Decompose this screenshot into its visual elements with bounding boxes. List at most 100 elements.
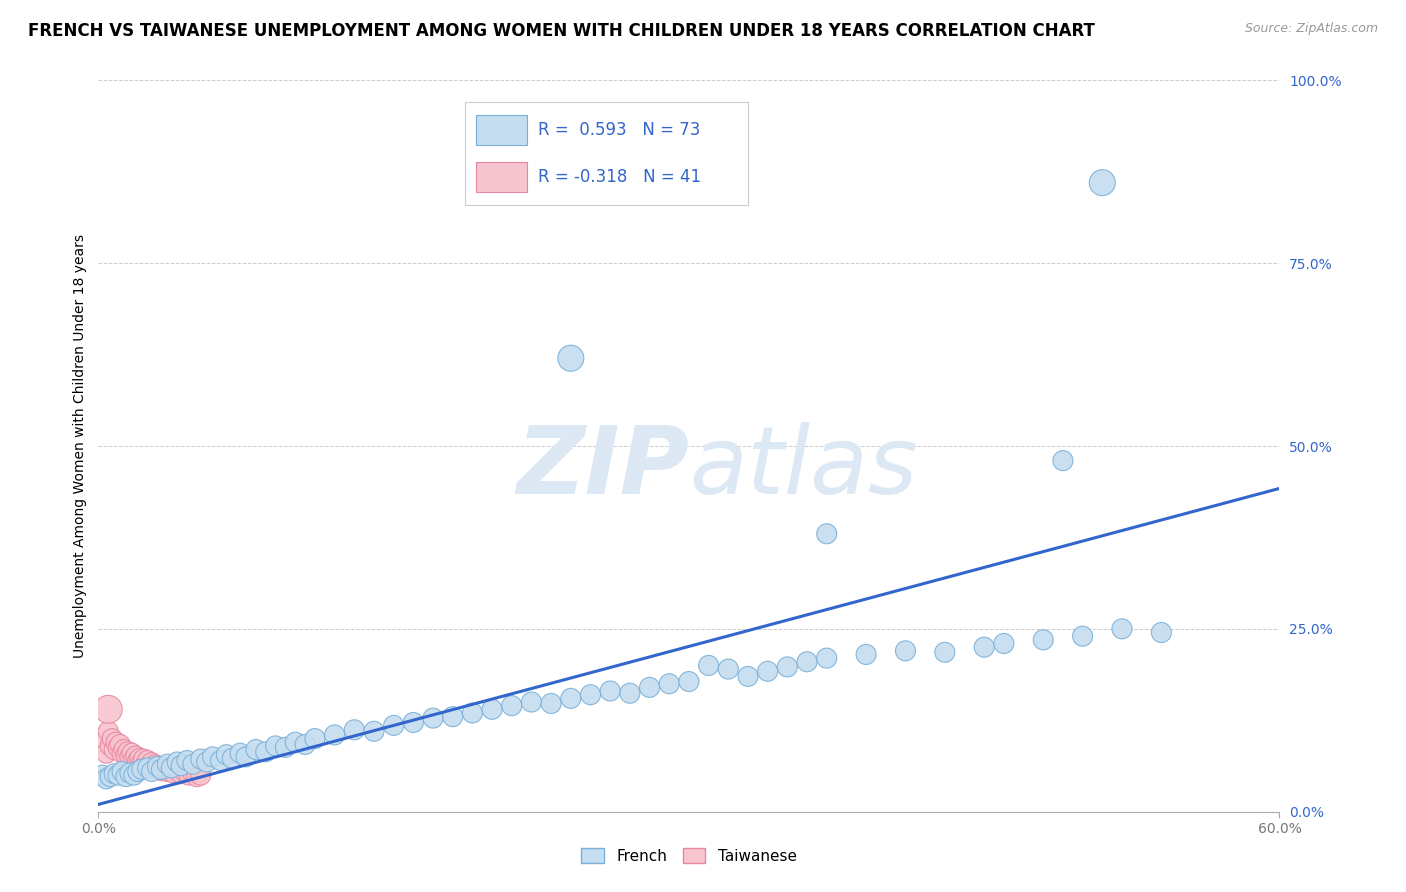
Ellipse shape: [384, 715, 404, 735]
Ellipse shape: [758, 661, 778, 681]
Ellipse shape: [103, 729, 122, 748]
Ellipse shape: [778, 657, 797, 677]
Ellipse shape: [236, 747, 256, 767]
Ellipse shape: [142, 753, 162, 772]
Ellipse shape: [172, 764, 191, 784]
Ellipse shape: [148, 756, 167, 776]
Ellipse shape: [163, 763, 183, 783]
Ellipse shape: [124, 749, 143, 769]
Ellipse shape: [364, 722, 384, 741]
Ellipse shape: [620, 683, 640, 703]
Ellipse shape: [222, 748, 242, 768]
Ellipse shape: [128, 762, 148, 781]
Ellipse shape: [94, 696, 122, 723]
Ellipse shape: [305, 729, 325, 748]
Text: Source: ZipAtlas.com: Source: ZipAtlas.com: [1244, 22, 1378, 36]
Ellipse shape: [1112, 619, 1132, 639]
Ellipse shape: [211, 750, 231, 771]
Y-axis label: Unemployment Among Women with Children Under 18 years: Unemployment Among Women with Children U…: [73, 234, 87, 658]
Ellipse shape: [159, 759, 180, 780]
Ellipse shape: [115, 745, 136, 764]
Ellipse shape: [167, 752, 187, 772]
Ellipse shape: [104, 739, 124, 760]
Ellipse shape: [132, 759, 152, 780]
Ellipse shape: [295, 734, 315, 755]
Ellipse shape: [128, 750, 148, 771]
Ellipse shape: [191, 765, 211, 785]
Ellipse shape: [558, 345, 583, 371]
Ellipse shape: [153, 758, 173, 778]
Ellipse shape: [482, 699, 502, 719]
Ellipse shape: [125, 746, 146, 766]
Ellipse shape: [183, 763, 202, 783]
Ellipse shape: [581, 685, 600, 705]
Ellipse shape: [183, 754, 202, 774]
Ellipse shape: [1073, 626, 1092, 646]
Ellipse shape: [138, 750, 157, 771]
Ellipse shape: [231, 743, 250, 764]
Ellipse shape: [522, 692, 541, 712]
Ellipse shape: [718, 659, 738, 679]
Ellipse shape: [191, 749, 211, 769]
Ellipse shape: [149, 756, 170, 776]
Ellipse shape: [134, 749, 153, 769]
Ellipse shape: [217, 745, 236, 764]
Ellipse shape: [1152, 623, 1171, 642]
Ellipse shape: [157, 762, 177, 781]
Ellipse shape: [114, 739, 134, 760]
Ellipse shape: [1053, 450, 1073, 471]
Ellipse shape: [112, 743, 132, 764]
Ellipse shape: [202, 747, 222, 767]
Ellipse shape: [120, 763, 141, 783]
Ellipse shape: [935, 642, 955, 662]
Ellipse shape: [108, 765, 128, 785]
Ellipse shape: [817, 648, 837, 668]
Ellipse shape: [1033, 630, 1053, 650]
Ellipse shape: [167, 760, 187, 780]
Ellipse shape: [96, 769, 117, 789]
Ellipse shape: [404, 713, 423, 732]
Ellipse shape: [679, 672, 699, 691]
Ellipse shape: [93, 765, 112, 785]
Ellipse shape: [108, 738, 128, 757]
Ellipse shape: [145, 755, 166, 775]
Ellipse shape: [856, 644, 876, 665]
Text: FRENCH VS TAIWANESE UNEMPLOYMENT AMONG WOMEN WITH CHILDREN UNDER 18 YEARS CORREL: FRENCH VS TAIWANESE UNEMPLOYMENT AMONG W…: [28, 22, 1095, 40]
Ellipse shape: [246, 739, 266, 760]
Ellipse shape: [541, 693, 561, 714]
Ellipse shape: [94, 732, 114, 752]
Ellipse shape: [174, 762, 195, 781]
Ellipse shape: [561, 689, 581, 708]
Ellipse shape: [138, 758, 157, 778]
Ellipse shape: [179, 765, 200, 785]
Ellipse shape: [463, 703, 482, 723]
Ellipse shape: [142, 762, 162, 781]
Ellipse shape: [443, 706, 463, 727]
Ellipse shape: [132, 752, 152, 772]
Ellipse shape: [640, 677, 659, 698]
Ellipse shape: [266, 736, 285, 756]
Legend: French, Taiwanese: French, Taiwanese: [575, 842, 803, 870]
Ellipse shape: [143, 758, 163, 778]
Ellipse shape: [256, 742, 276, 762]
Ellipse shape: [797, 652, 817, 672]
Ellipse shape: [104, 764, 124, 784]
Ellipse shape: [276, 738, 295, 757]
Ellipse shape: [152, 759, 172, 780]
Ellipse shape: [423, 708, 443, 728]
Ellipse shape: [285, 732, 305, 752]
Ellipse shape: [100, 766, 121, 787]
Ellipse shape: [699, 656, 718, 675]
Ellipse shape: [110, 734, 131, 755]
Ellipse shape: [118, 742, 138, 762]
Ellipse shape: [738, 666, 758, 687]
Ellipse shape: [148, 759, 167, 780]
Ellipse shape: [129, 748, 150, 768]
Ellipse shape: [112, 762, 132, 781]
Ellipse shape: [817, 524, 837, 544]
Ellipse shape: [344, 720, 364, 739]
Ellipse shape: [105, 732, 127, 752]
Ellipse shape: [162, 758, 181, 778]
Ellipse shape: [172, 756, 191, 776]
Ellipse shape: [122, 743, 142, 764]
